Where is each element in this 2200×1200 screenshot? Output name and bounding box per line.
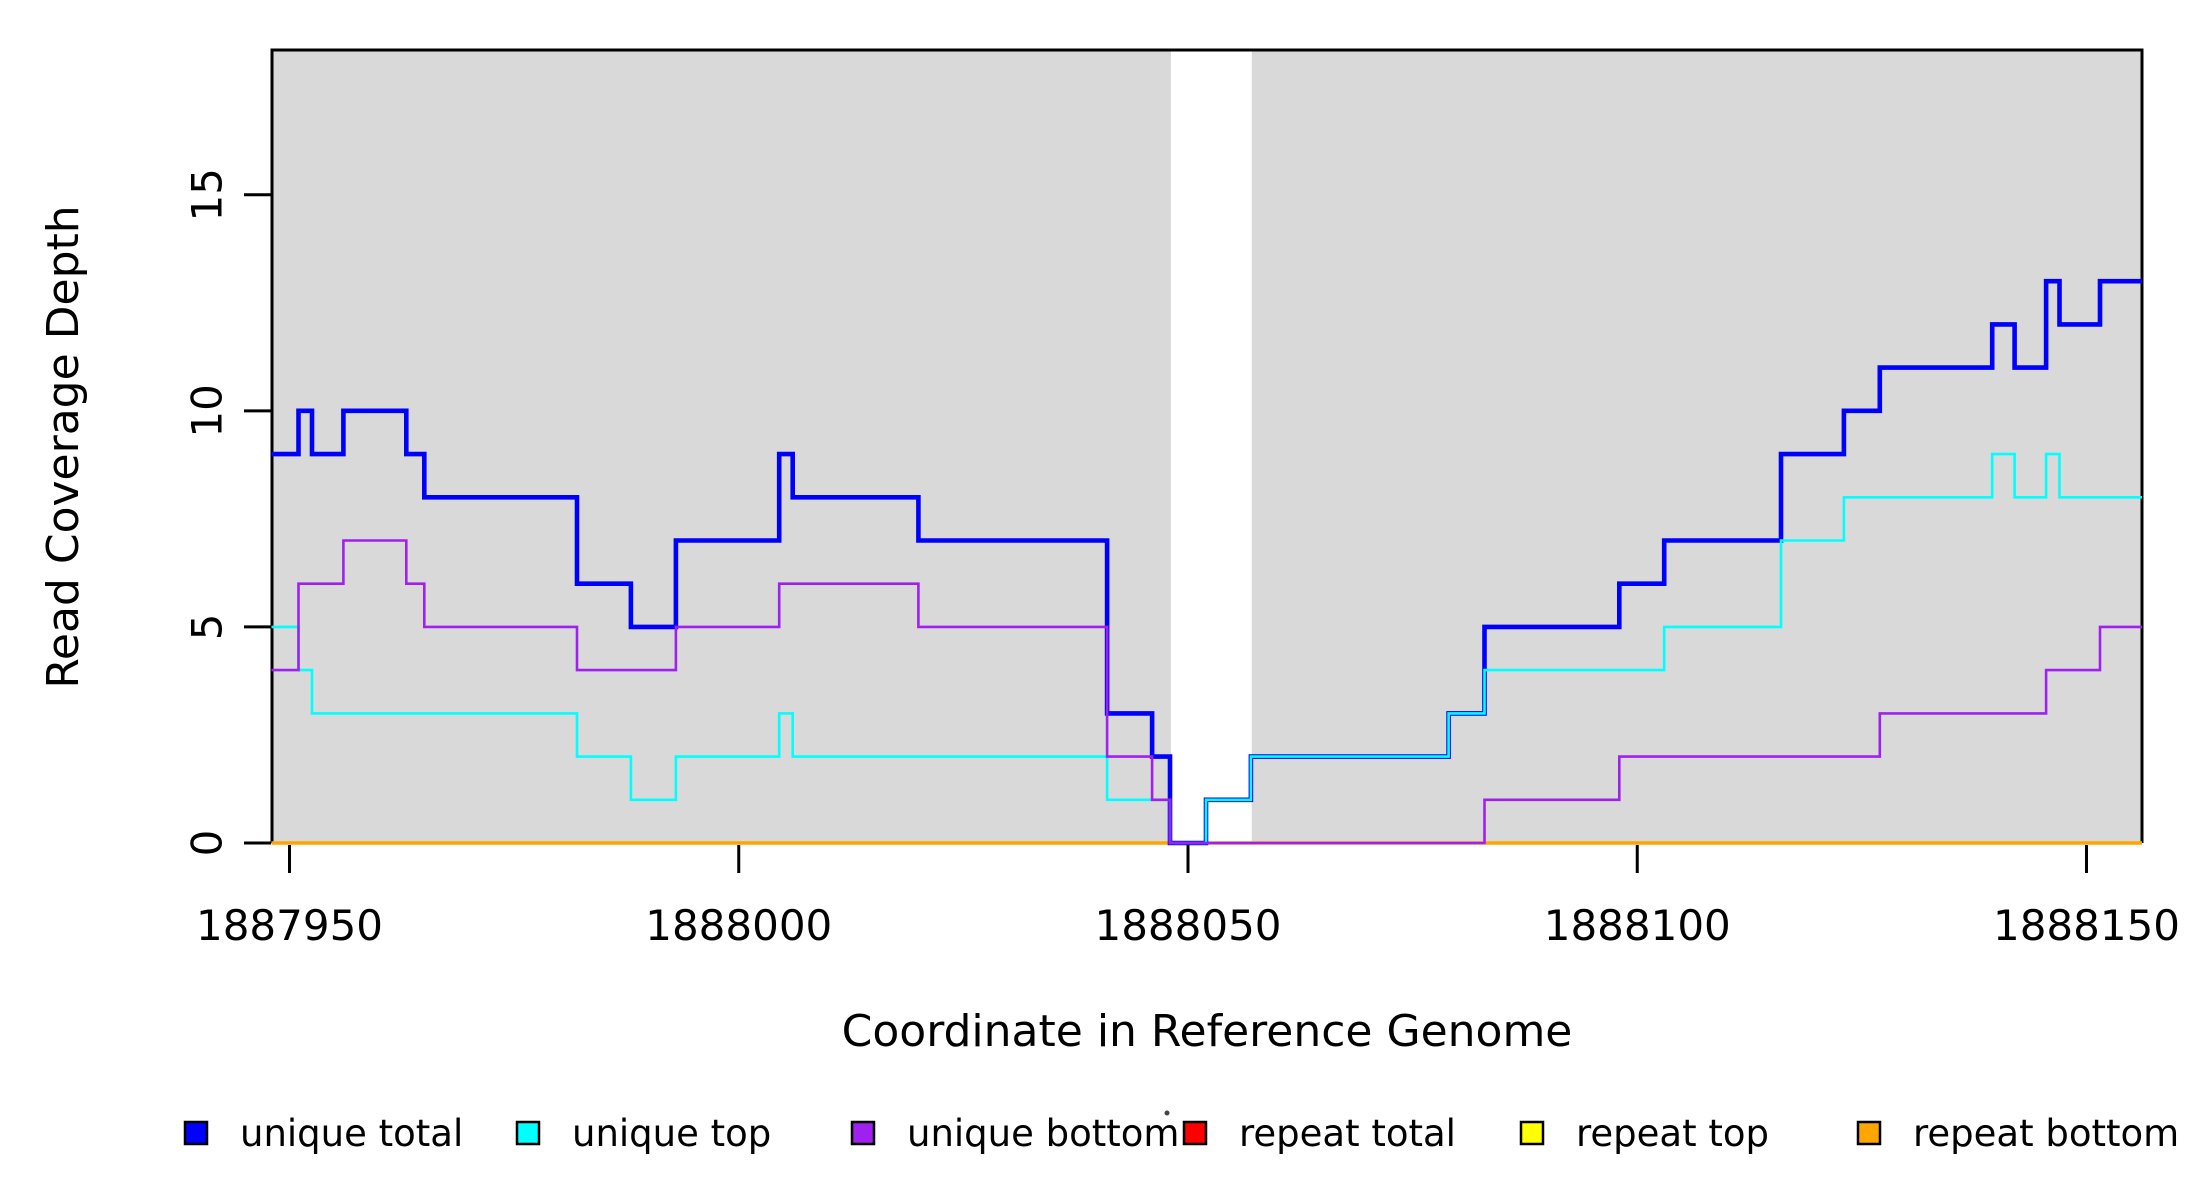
legend-swatch-unique-total — [183, 1120, 209, 1146]
x-tick-label: 1887950 — [196, 901, 383, 950]
x-tick-label: 1888100 — [1544, 901, 1731, 950]
x-tick-label: 1888000 — [645, 901, 832, 950]
legend-swatch-repeat-bottom — [1856, 1120, 1882, 1146]
y-tick-label: 15 — [183, 168, 232, 221]
legend-swatch-unique-top — [515, 1120, 541, 1146]
series-line-unique-top — [271, 452, 2142, 845]
y-tick-label: 5 — [183, 614, 232, 641]
panel-unshaded-gap — [1170, 50, 1252, 843]
legend-item-unique-top: unique top — [515, 1112, 771, 1155]
y-tick-label: 0 — [183, 830, 232, 857]
stray-dot — [1164, 1110, 1170, 1116]
series-lines — [271, 278, 2142, 846]
series-line-unique-bottom — [271, 539, 2142, 845]
y-axis-title: Read Coverage Depth — [38, 205, 89, 688]
x-tick-label: 1888050 — [1094, 901, 1281, 950]
legend-swatch-repeat-total — [1182, 1120, 1208, 1146]
legend-label-repeat-bottom: repeat bottom — [1913, 1112, 2179, 1155]
legend-item-repeat-top: repeat top — [1519, 1112, 1769, 1155]
axes: 1887950 1888000 1888050 1888100 1888150 0 5 10 1… — [183, 168, 2181, 950]
legend-label-repeat-total: repeat total — [1239, 1112, 1456, 1155]
legend-swatch-unique-bottom — [850, 1120, 876, 1146]
x-tick-label: 1888150 — [1993, 901, 2180, 950]
legend-label-unique-bottom: unique bottom — [907, 1112, 1179, 1155]
legend-label-unique-top: unique top — [572, 1112, 771, 1155]
plot-panel — [270, 48, 2144, 843]
legend-label-unique-total: unique total — [240, 1112, 463, 1155]
legend-item-repeat-total: repeat total — [1182, 1112, 1456, 1155]
legend-item-unique-total: unique total — [183, 1112, 463, 1155]
x-axis-title: Coordinate in Reference Genome — [842, 1006, 1573, 1057]
y-tick-label: 10 — [183, 384, 232, 437]
legend-item-unique-bottom: unique bottom — [850, 1112, 1179, 1155]
legend-label-repeat-top: repeat top — [1576, 1112, 1769, 1155]
legend-item-repeat-bottom: repeat bottom — [1856, 1112, 2179, 1155]
legend-swatch-repeat-top — [1519, 1120, 1545, 1146]
legend: unique total unique top unique bottom repea… — [183, 1110, 2179, 1155]
panel-border — [270, 48, 2144, 843]
